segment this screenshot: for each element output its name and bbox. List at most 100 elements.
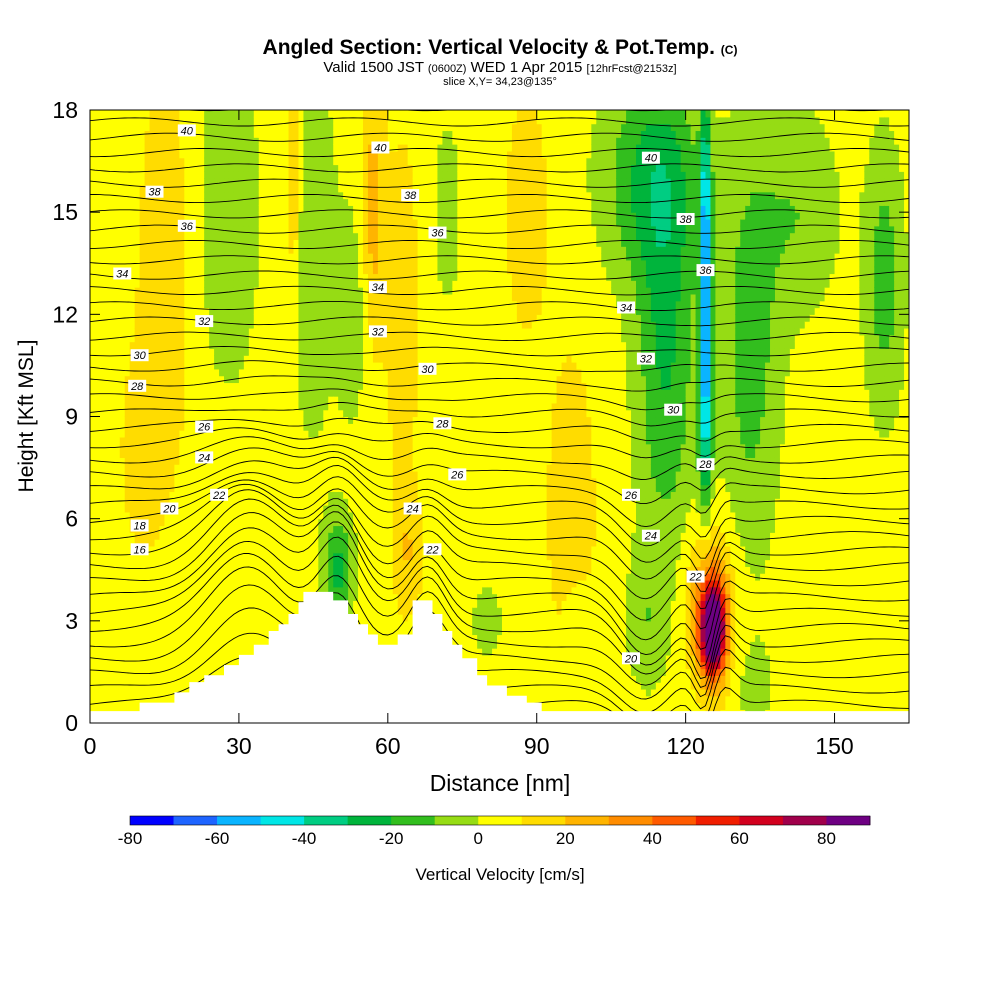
theta-contour-line — [90, 521, 909, 656]
contour-label-bg — [160, 502, 179, 515]
theta-contour-line — [90, 447, 909, 505]
theta-contour-line — [90, 117, 909, 127]
y-axis-label: Height [Kft MSL] — [15, 340, 38, 493]
theta-contour-line — [90, 553, 909, 680]
theta-contour-line — [90, 388, 909, 411]
contour-label: 36 — [428, 226, 447, 240]
contour-label-bg — [368, 281, 387, 294]
colorbar-swatch — [260, 816, 305, 825]
contour-label: 34 — [368, 281, 387, 294]
contour-label-bg — [641, 529, 660, 542]
x-axis: 0 30 60 90 120 150 — [84, 110, 854, 759]
contour-label-text: 34 — [116, 269, 128, 281]
chart-title-main: Angled Section: Vertical Velocity & Pot.… — [262, 36, 715, 59]
theta-contour-line — [90, 255, 909, 265]
contour-label: 20 — [160, 502, 179, 516]
x-axis-label: Distance [nm] — [430, 770, 571, 796]
contour-label-text: 40 — [181, 125, 194, 137]
colorbar-tick-label: -60 — [205, 829, 230, 848]
colorbar-swatch — [826, 816, 871, 825]
contour-label-bg — [177, 219, 196, 232]
terrain-mask — [90, 591, 909, 723]
contour-label-text: 24 — [405, 504, 418, 516]
contour-label-text: 36 — [181, 221, 194, 233]
contour-label-text: 24 — [197, 452, 210, 464]
contour-label-bg — [428, 226, 447, 239]
contour-label-text: 20 — [162, 504, 176, 516]
contour-label: 22 — [686, 570, 705, 584]
contour-label-bg — [195, 420, 214, 433]
colorbar-label: Vertical Velocity [cm/s] — [415, 865, 584, 884]
forecast-info: [12hrFcst@2153z] — [586, 63, 677, 75]
contour-label-text: 28 — [698, 459, 712, 471]
contour-label-text: 32 — [198, 316, 210, 328]
theta-contour-line — [90, 285, 909, 296]
theta-contour-line — [182, 110, 890, 112]
contour-label-text: 32 — [372, 326, 384, 338]
contour-label: 18 — [130, 519, 149, 533]
theta-contour-line — [90, 316, 909, 327]
contour-label: 38 — [145, 185, 164, 199]
contour-label-text: 28 — [130, 381, 144, 393]
colorbar-tick-label: -20 — [379, 829, 404, 848]
contour-label-bg — [130, 519, 149, 532]
contour-labels: 40 40 40 38 38 38 36 36 36 34 34 34 32 32 32 30 30 30 28 28… — [113, 124, 715, 665]
contour-label-text: 38 — [679, 214, 692, 226]
contour-label-bg — [641, 151, 660, 164]
contour-label-bg — [128, 379, 147, 392]
contour-label: 16 — [130, 543, 149, 556]
theta-contour-line — [90, 270, 909, 280]
contour-label-bg — [676, 213, 695, 225]
y-tick-label: 9 — [65, 404, 78, 430]
contour-label-text: 30 — [667, 405, 680, 417]
contour-label-text: 16 — [133, 544, 146, 556]
contour-label-bg — [401, 189, 420, 202]
colorbar-swatch — [478, 816, 523, 825]
theta-contour-line — [90, 148, 909, 158]
contour-label: 30 — [130, 349, 149, 362]
contour-label: 30 — [664, 403, 683, 417]
theta-contour-line — [90, 607, 909, 714]
contour-label-bg — [195, 451, 214, 464]
theta-contour-line — [90, 331, 909, 342]
contour-label-text: 20 — [624, 653, 638, 665]
contour-label-text: 40 — [374, 143, 387, 155]
y-tick-label: 18 — [52, 97, 78, 123]
contour-label: 24 — [403, 502, 422, 516]
colorbar-swatch — [521, 816, 566, 825]
contour-label: 30 — [418, 362, 437, 376]
contour-label-bg — [371, 141, 390, 154]
contour-label: 32 — [195, 315, 214, 328]
chart-title: Angled Section: Vertical Velocity & Pot.… — [0, 36, 1000, 60]
contour-label-text: 26 — [450, 469, 464, 481]
colorbar-tick-label: 0 — [473, 829, 482, 848]
theta-contour-line — [90, 465, 909, 547]
contour-label: 28 — [696, 458, 715, 471]
theta-contour-line — [90, 584, 909, 700]
theta-contour-line — [90, 498, 909, 621]
contour-label-bg — [210, 488, 229, 501]
contour-label: 26 — [448, 468, 467, 481]
contour-label-text: 22 — [688, 572, 701, 584]
colorbar-tick-label: 80 — [817, 829, 836, 848]
contour-label: 36 — [177, 219, 196, 233]
colorbar-tick-label: -40 — [292, 829, 317, 848]
theta-contour-line — [90, 346, 909, 357]
contour-label-bg — [418, 362, 437, 375]
contour-label: 24 — [641, 529, 660, 543]
colorbar-tick-label: 40 — [643, 829, 662, 848]
contour-label-text: 26 — [197, 422, 211, 434]
contour-label: 26 — [622, 488, 640, 502]
contour-label-text: 32 — [640, 354, 652, 366]
x-tick-label: 30 — [226, 733, 252, 759]
contour-label-text: 18 — [133, 521, 146, 533]
contour-label-text: 24 — [644, 531, 657, 543]
contour-label-bg — [113, 267, 132, 280]
contour-label: 20 — [622, 652, 640, 665]
colorbar-tick-label: 20 — [556, 829, 575, 848]
valid-zulu: (0600Z) — [427, 63, 467, 75]
colorbar-frame — [129, 815, 871, 826]
colorbar-swatch — [565, 816, 610, 825]
